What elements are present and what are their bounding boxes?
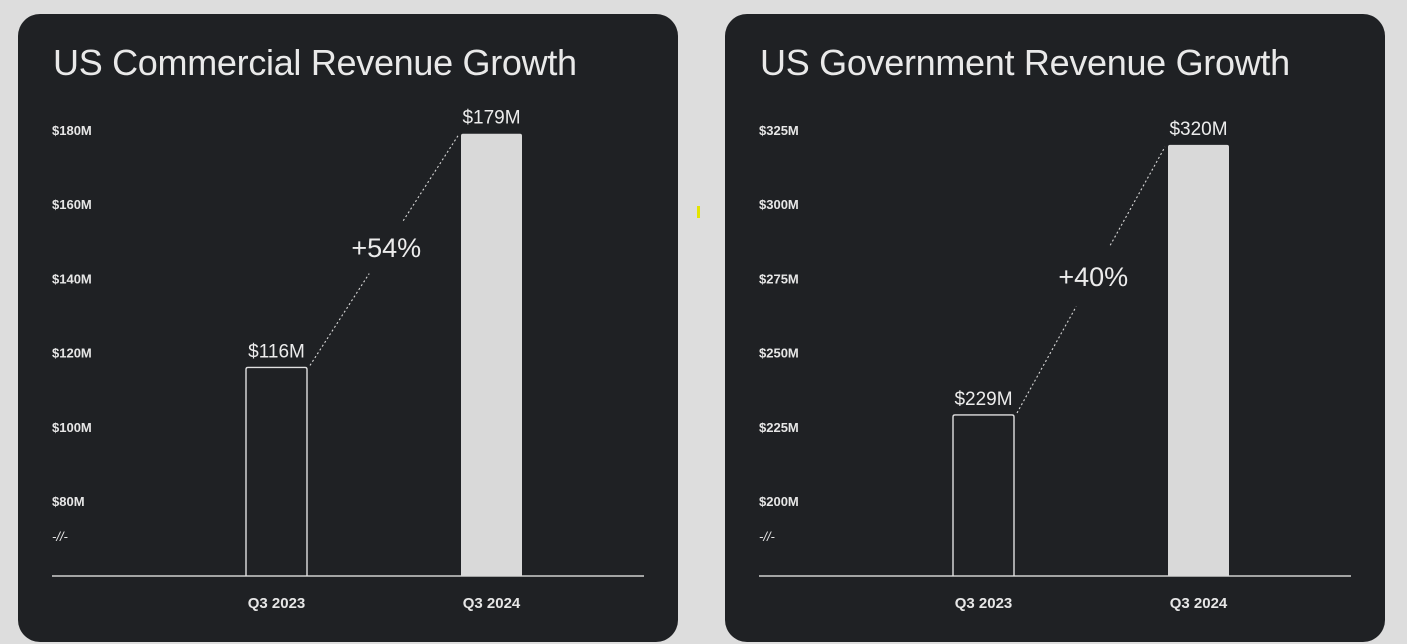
bar-value-label: $229M bbox=[954, 389, 1012, 410]
commercial-revenue-chart: $80M $100M $120M $140M $160M $180M -//- $116M Q3… bbox=[52, 108, 644, 612]
growth-connector-line bbox=[402, 135, 459, 222]
x-tick-label: Q3 2024 bbox=[463, 595, 521, 612]
government-revenue-panel: US Government Revenue Growth $200M $225M $… bbox=[725, 14, 1385, 642]
bar-value-label: $320M bbox=[1169, 119, 1227, 140]
y-tick-label: $80M bbox=[52, 494, 85, 509]
commercial-revenue-panel: US Commercial Revenue Growth $80M $100M $1… bbox=[18, 14, 678, 642]
y-tick-label: $180M bbox=[52, 123, 92, 138]
axis-break-label: -//- bbox=[52, 529, 69, 544]
growth-connector-line bbox=[1016, 306, 1077, 414]
x-tick-label: Q3 2023 bbox=[248, 595, 306, 612]
y-tick-label: $275M bbox=[759, 271, 799, 286]
bar-value-label: $179M bbox=[462, 108, 520, 129]
growth-connector-line bbox=[309, 273, 370, 366]
y-tick-label: $140M bbox=[52, 271, 92, 286]
government-revenue-chart: $200M $225M $250M $275M $300M $325M -//- $229M Q… bbox=[759, 119, 1351, 612]
y-tick-label: $250M bbox=[759, 346, 799, 361]
bar-value-label: $116M bbox=[248, 341, 305, 362]
y-tick-label: $100M bbox=[52, 420, 92, 435]
bar bbox=[245, 366, 308, 576]
x-tick-label: Q3 2024 bbox=[1170, 595, 1228, 612]
y-tick-label: $120M bbox=[52, 346, 92, 361]
y-tick-label: $200M bbox=[759, 494, 799, 509]
yellow-marker bbox=[697, 206, 700, 218]
bar bbox=[1168, 144, 1229, 576]
y-tick-label: $325M bbox=[759, 123, 799, 138]
growth-connector-line bbox=[1109, 146, 1166, 246]
y-tick-label: $300M bbox=[759, 197, 799, 212]
bar bbox=[461, 133, 522, 576]
growth-percentage-label: +54% bbox=[351, 233, 421, 263]
axis-break-label: -//- bbox=[759, 529, 776, 544]
y-tick-label: $225M bbox=[759, 420, 799, 435]
x-tick-label: Q3 2023 bbox=[955, 595, 1013, 612]
growth-percentage-label: +40% bbox=[1058, 262, 1128, 292]
y-tick-label: $160M bbox=[52, 197, 92, 212]
bar bbox=[952, 414, 1015, 576]
chart-title: US Government Revenue Growth bbox=[760, 42, 1290, 83]
chart-title: US Commercial Revenue Growth bbox=[53, 42, 577, 83]
